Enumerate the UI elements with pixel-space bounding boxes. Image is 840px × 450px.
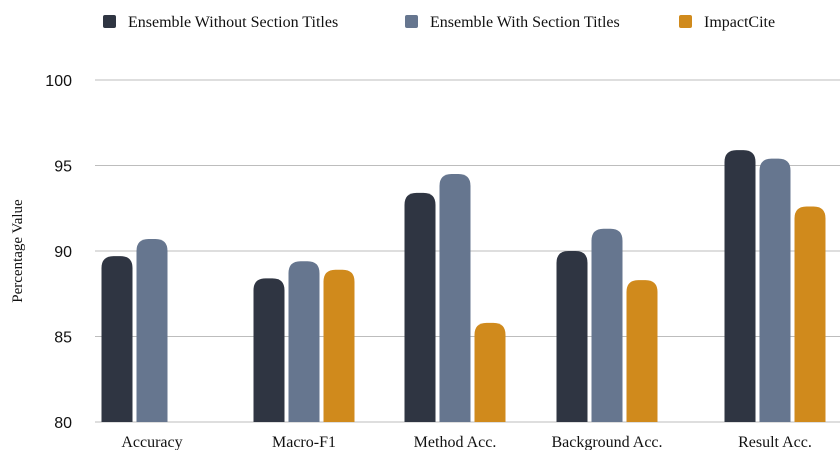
bar-macro-f1-series-3 bbox=[323, 269, 355, 422]
legend-label: ImpactCite bbox=[704, 14, 775, 31]
bar-method-acc-series-2 bbox=[439, 174, 471, 422]
bar-background-acc-series-3 bbox=[626, 280, 658, 422]
legend-swatch bbox=[405, 15, 418, 28]
bar-accuracy-series-2 bbox=[136, 239, 168, 422]
y-axis-label: Percentage Value bbox=[10, 199, 26, 303]
y-tick-label: 80 bbox=[54, 415, 72, 432]
legend-item: Ensemble With Section Titles bbox=[405, 14, 620, 31]
bar-macro-f1-series-2 bbox=[288, 261, 320, 422]
bar-accuracy-series-1 bbox=[101, 256, 133, 422]
x-category-label: Background Acc. bbox=[551, 434, 662, 450]
bar-result-acc-series-3 bbox=[794, 206, 826, 422]
bar-macro-f1-series-1 bbox=[253, 278, 285, 422]
y-tick-label: 85 bbox=[54, 330, 72, 347]
x-category-label: Method Acc. bbox=[414, 434, 497, 450]
bar-method-acc-series-1 bbox=[404, 192, 436, 422]
legend-item: Ensemble Without Section Titles bbox=[103, 14, 338, 31]
x-axis-categories: Accuracy Macro-F1 Method Acc. Background Ac… bbox=[121, 434, 812, 450]
bar-result-acc-series-2 bbox=[759, 158, 791, 422]
y-axis-ticks: 80 85 90 95 100 bbox=[45, 73, 72, 432]
bars bbox=[101, 150, 826, 423]
bar-background-acc-series-1 bbox=[556, 251, 588, 422]
y-tick-label: 90 bbox=[54, 244, 72, 261]
x-category-label: Result Acc. bbox=[738, 434, 812, 450]
legend-label: Ensemble Without Section Titles bbox=[128, 14, 338, 31]
legend-label: Ensemble With Section Titles bbox=[430, 14, 620, 31]
bar-method-acc-series-3 bbox=[474, 322, 506, 422]
legend: Ensemble Without Section Titles Ensemble … bbox=[103, 14, 775, 31]
legend-swatch bbox=[103, 15, 116, 28]
bar-result-acc-series-1 bbox=[724, 150, 756, 423]
y-tick-label: 100 bbox=[45, 73, 72, 90]
legend-swatch bbox=[679, 15, 692, 28]
y-tick-label: 95 bbox=[54, 159, 72, 176]
x-category-label: Macro-F1 bbox=[272, 434, 336, 450]
legend-item: ImpactCite bbox=[679, 14, 775, 31]
bar-background-acc-series-2 bbox=[591, 228, 623, 422]
x-category-label: Accuracy bbox=[121, 434, 182, 450]
